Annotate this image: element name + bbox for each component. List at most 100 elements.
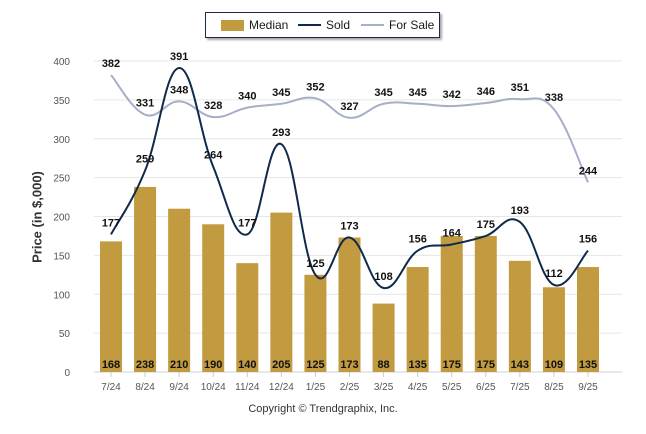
median-bar: [168, 208, 191, 372]
x-tick-label: 3/25: [374, 382, 394, 393]
legend-label-for-sale: For Sale: [389, 18, 435, 32]
x-tick-label: 8/25: [544, 382, 564, 393]
line-data-labels: 382 331 348 328 340 345 352 327 345 345 342 346 351 3…: [102, 51, 598, 283]
x-tick-label: 10/24: [201, 382, 226, 393]
median-bar: [406, 267, 429, 372]
sold-line-swatch-icon: [298, 24, 321, 26]
median-bar: [134, 186, 157, 372]
for-sale-data-label: 338: [545, 92, 563, 104]
legend-label-median: Median: [249, 18, 289, 32]
sold-data-label: 112: [545, 268, 563, 280]
median-bar: [338, 237, 361, 372]
x-axis-ticks: 7/24 8/24 9/24 10/24 11/24 12/24 1/25 2/25 3/25 4…: [101, 372, 598, 393]
y-tick-label: 350: [53, 96, 70, 107]
median-bar-label: 88: [377, 359, 389, 371]
median-bars: [100, 186, 599, 372]
sold-data-label: 156: [579, 234, 597, 246]
for-sale-data-label: 331: [136, 98, 154, 110]
sold-data-label: 156: [408, 234, 426, 246]
x-tick-label: 9/24: [169, 382, 189, 393]
median-bar: [100, 241, 122, 372]
for-sale-data-label: 346: [477, 86, 495, 98]
median-bar: [474, 235, 497, 372]
sold-data-label: 264: [204, 150, 223, 162]
sold-data-label: 259: [136, 154, 154, 166]
median-bar: [304, 274, 327, 372]
legend-item-for-sale[interactable]: For Sale: [361, 18, 434, 32]
x-tick-label: 1/25: [306, 382, 326, 393]
x-tick-label: 8/24: [135, 382, 155, 393]
sold-data-label: 293: [272, 127, 290, 139]
sold-data-label: 177: [102, 217, 120, 229]
median-bar-label: 168: [102, 359, 120, 371]
x-tick-label: 12/24: [269, 382, 294, 393]
median-bar-label: 175: [443, 359, 461, 371]
y-tick-label: 400: [53, 57, 70, 68]
for-sale-data-label: 328: [204, 100, 222, 112]
median-bar-label: 109: [545, 359, 563, 371]
for-sale-data-label: 345: [408, 87, 426, 99]
sold-data-label: 108: [374, 271, 392, 283]
median-bar: [236, 263, 259, 372]
median-bar: [440, 235, 463, 372]
copyright-text: Copyright © Trendgraphix, Inc.: [248, 403, 398, 415]
for-sale-data-label: 348: [170, 84, 188, 96]
x-tick-label: 11/24: [235, 382, 260, 393]
legend-item-median[interactable]: Median: [221, 18, 288, 32]
x-tick-label: 5/25: [442, 382, 462, 393]
for-sale-data-label: 352: [306, 81, 324, 93]
y-axis-ticks: 0 50 100 150 200 250 300 350 400: [53, 57, 70, 379]
x-tick-label: 9/25: [578, 382, 598, 393]
series-lines: [110, 66, 589, 290]
median-bar-label: 135: [579, 359, 597, 371]
median-bar: [270, 212, 293, 372]
y-tick-label: 200: [53, 213, 70, 224]
x-tick-label: 6/25: [476, 382, 496, 393]
y-tick-label: 100: [53, 290, 70, 301]
y-axis-label: Price (in $,000): [29, 171, 45, 263]
median-bar-label: 173: [340, 359, 358, 371]
for-sale-data-label: 342: [443, 89, 461, 101]
x-tick-label: 7/24: [101, 382, 121, 393]
median-bar-label: 125: [306, 359, 324, 371]
sold-data-label: 164: [443, 227, 462, 239]
x-tick-label: 4/25: [408, 382, 428, 393]
median-bar-label: 143: [511, 359, 529, 371]
for-sale-data-label: 244: [579, 165, 598, 177]
median-bar: [542, 287, 565, 372]
median-bar-label: 175: [477, 359, 495, 371]
sold-line: [110, 66, 589, 290]
sold-data-label: 173: [340, 220, 358, 232]
for-sale-data-label: 327: [340, 101, 358, 113]
median-bar-label: 140: [238, 359, 256, 371]
y-tick-label: 50: [59, 329, 71, 340]
x-tick-label: 2/25: [340, 382, 360, 393]
for-sale-data-label: 382: [102, 58, 120, 70]
sold-data-label: 177: [238, 217, 256, 229]
for-sale-line-swatch-icon: [361, 24, 384, 26]
x-tick-label: 7/25: [510, 382, 530, 393]
sold-data-label: 193: [511, 205, 529, 217]
median-bar-label: 190: [204, 359, 222, 371]
median-bar: [372, 303, 395, 372]
median-bar-labels: 168 238 210 190 140 205 125 173 88 135 175 175 143 10…: [102, 359, 597, 371]
legend: Median Sold For Sale: [205, 12, 440, 38]
sold-data-label: 391: [170, 51, 188, 63]
legend-label-sold: Sold: [326, 18, 351, 32]
median-bar-label: 135: [408, 359, 426, 371]
legend-item-sold[interactable]: Sold: [298, 18, 350, 32]
for-sale-data-label: 351: [511, 82, 529, 94]
median-bar: [202, 224, 225, 372]
for-sale-data-label: 340: [238, 91, 256, 103]
y-tick-label: 250: [53, 174, 70, 185]
median-bar-label: 210: [170, 359, 188, 371]
sold-data-label: 125: [306, 258, 324, 270]
median-bar-label: 205: [272, 359, 290, 371]
for-sale-data-label: 345: [272, 87, 290, 99]
median-swatch-icon: [221, 19, 244, 31]
y-tick-label: 0: [64, 368, 70, 379]
median-bar: [508, 260, 531, 372]
for-sale-line: [110, 74, 589, 183]
sold-data-label: 175: [477, 219, 495, 231]
